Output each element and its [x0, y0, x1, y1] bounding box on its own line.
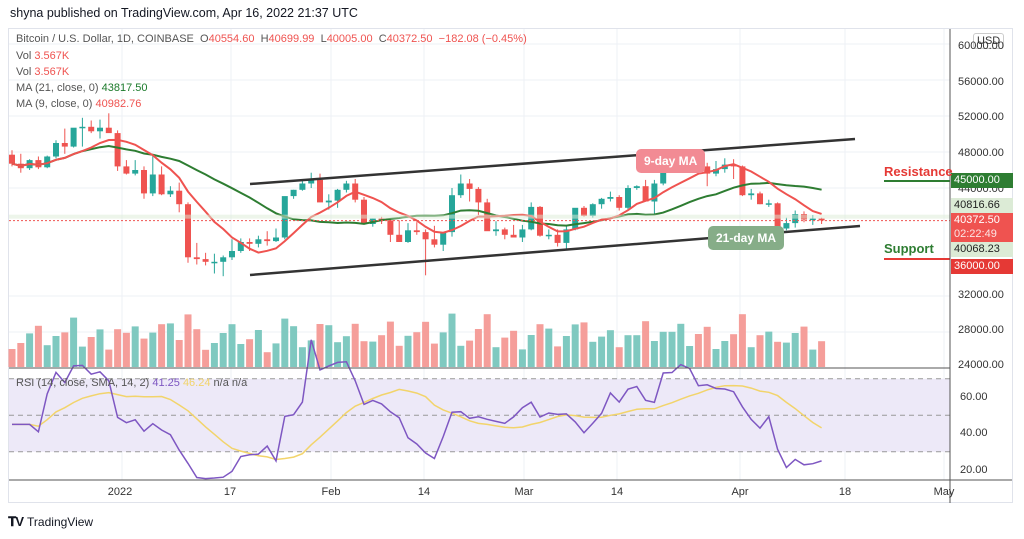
tradingview-logo-icon: 𝐓V [8, 514, 24, 529]
time-axis-label: May [933, 486, 955, 498]
time-axis-label: 17 [223, 486, 237, 498]
resistance-price-tag: 45000.00 [951, 173, 1013, 188]
publish-info: shyna published on TradingView.com, Apr … [10, 6, 358, 20]
ma9-price-tag: 40068.23 [951, 242, 1013, 257]
symbol-name[interactable]: Bitcoin / U.S. Dollar, 1D, COINBASE [16, 33, 194, 45]
high-value: 40699.99 [268, 33, 315, 45]
time-axis-label: Mar [514, 486, 534, 498]
support-label: Support [884, 241, 934, 256]
legend-vol1[interactable]: Vol 3.567K [16, 50, 70, 62]
time-axis-label: 14 [417, 486, 431, 498]
time-axis-label: 14 [610, 486, 624, 498]
support-price-tag: 36000.00 [951, 259, 1013, 274]
price-axis-label: 32000.00 [958, 289, 1004, 301]
close-value: 40372.50 [386, 33, 433, 45]
ma21-callout: 21-day MA [708, 226, 785, 250]
time-axis-label: 18 [838, 486, 852, 498]
currency-button[interactable]: USD [973, 33, 1005, 49]
rsi-axis-label: 60.00 [960, 391, 988, 403]
axes [9, 29, 1012, 503]
price-axis-label: 24000.00 [958, 359, 1004, 371]
volume-bars [8, 313, 826, 367]
legend-ma21[interactable]: MA (21, close, 0) 43817.50 [16, 82, 148, 94]
time-axis-label: Apr [731, 486, 749, 498]
rsi-axis-label: 20.00 [960, 464, 988, 476]
low-value: 40005.00 [326, 33, 373, 45]
legend-ma9[interactable]: MA (9, close, 0) 40982.76 [16, 98, 142, 110]
candles [9, 113, 825, 277]
last-price-tag: 40372.50 02:22:49 [951, 213, 1013, 243]
time-axis-label: 2022 [107, 486, 133, 498]
legend-vol2[interactable]: Vol 3.567K [16, 66, 70, 78]
price-axis-label: 48000.00 [958, 147, 1004, 159]
open-value: 40554.60 [208, 33, 255, 45]
legend-rsi[interactable]: RSI (14, close, SMA, 14, 2) 41.25 46.24 … [16, 377, 248, 389]
price-axis-label: 60000.00 [958, 40, 1004, 52]
ma9-callout: 9-day MA [636, 149, 706, 173]
time-axis-label: Feb [321, 486, 341, 498]
price-axis-label: 52000.00 [958, 111, 1004, 123]
bar-countdown: 02:22:49 [954, 228, 997, 240]
resistance-label: Resistance [884, 164, 953, 179]
price-axis-label: 56000.00 [958, 76, 1004, 88]
rsi-axis-label: 40.00 [960, 427, 988, 439]
tradingview-logo[interactable]: 𝐓V TradingView [8, 514, 94, 529]
ma21-price-tag: 40816.66 [951, 198, 1013, 213]
rsi-background [9, 378, 950, 453]
price-axis-label: 28000.00 [958, 324, 1004, 336]
change-value: −182.08 (−0.45%) [438, 33, 527, 45]
legend-symbol-row: Bitcoin / U.S. Dollar, 1D, COINBASE O405… [16, 33, 527, 45]
